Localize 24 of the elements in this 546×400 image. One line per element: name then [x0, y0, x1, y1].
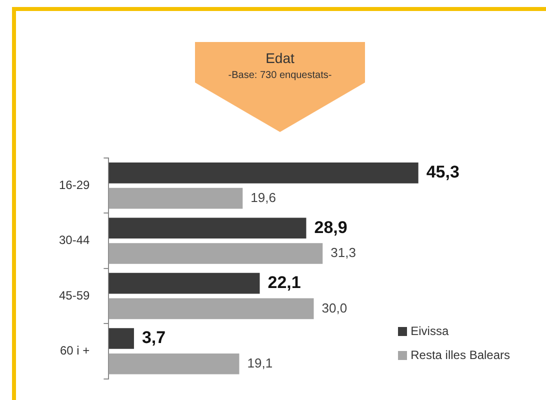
bar — [108, 272, 260, 294]
bar — [108, 298, 314, 320]
y-tick-label: 45-59 — [58, 288, 90, 302]
bar — [108, 188, 243, 209]
data-label: 31,3 — [330, 245, 356, 260]
bar — [108, 353, 240, 374]
legend-label: Resta illes Balears — [410, 348, 510, 362]
y-tick-label: 30-44 — [58, 233, 90, 248]
chart-title: Edat — [264, 50, 296, 66]
legend-label: Eivissa — [410, 324, 449, 338]
data-label: 28,9 — [314, 218, 348, 237]
bar — [108, 328, 134, 349]
bar — [108, 162, 418, 184]
y-tick-label: 16-29 — [58, 178, 90, 192]
data-label: 19,6 — [250, 190, 276, 205]
bar — [108, 218, 306, 239]
data-label: 30,0 — [322, 300, 348, 316]
data-label: 19,1 — [247, 355, 273, 370]
y-tick-label: 60 i + — [60, 344, 90, 358]
bar — [108, 243, 323, 264]
data-label: 3,7 — [142, 328, 166, 348]
data-label: 22,1 — [268, 272, 301, 292]
chart-subtitle: -Base: 730 enquestats- — [227, 70, 333, 81]
data-label: 45,3 — [426, 162, 460, 182]
